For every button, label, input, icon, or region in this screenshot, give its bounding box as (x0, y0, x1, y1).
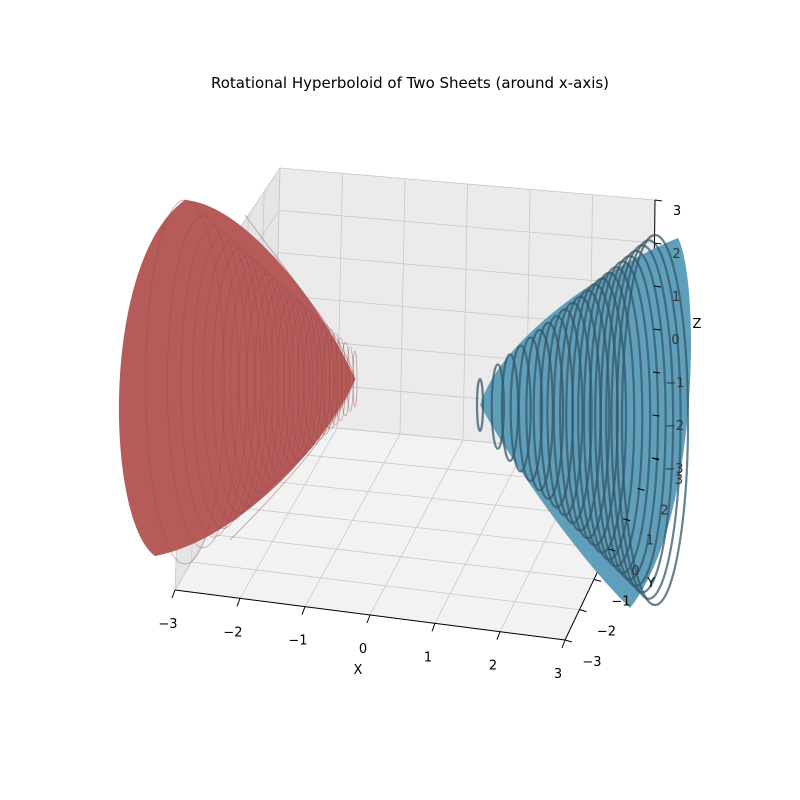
mesh-ring (517, 336, 544, 483)
y-tick-label: 2 (660, 503, 668, 518)
mesh-ring (532, 321, 565, 501)
mesh-ring (316, 324, 335, 435)
z-tick-label: 2 (672, 247, 680, 262)
y-tick-mark (593, 578, 602, 582)
mesh-ring (303, 314, 326, 445)
mesh-ring (620, 233, 690, 607)
x-tick-label: −3 (158, 617, 177, 632)
y-tick-labels: −3 −2 −101 23 (564, 457, 683, 670)
y-tick-mark (579, 609, 587, 613)
mesh-ring (212, 248, 268, 514)
z-tick-label: 0 (671, 333, 679, 348)
x-tick-mark (496, 631, 501, 640)
mesh-ring (334, 337, 346, 421)
mesh-ring (246, 273, 290, 488)
z-tick-mark (654, 242, 662, 245)
mesh-ring (615, 239, 682, 600)
x-tick-mark (301, 606, 306, 615)
y-tick-label: −3 (582, 655, 601, 670)
x-tick-mark (561, 639, 566, 649)
y-tick-mark (608, 548, 616, 552)
mesh-ring (297, 310, 322, 450)
z-tick-mark (652, 414, 660, 417)
grid-line (279, 167, 656, 201)
mesh-ring (221, 255, 274, 507)
z-tick-labels: −3 −2 −1 0 1 2 3 (651, 199, 685, 477)
mesh-ring (322, 328, 339, 431)
x-tick-label: −2 (223, 625, 242, 640)
x-tick-mark (431, 623, 436, 632)
mesh-ring (352, 350, 358, 408)
mesh-ring (475, 377, 485, 433)
y-tick-label: 0 (631, 564, 639, 579)
y-tick-label: −1 (611, 594, 630, 609)
z-tick-mark (654, 199, 663, 202)
mesh-ring (262, 284, 300, 476)
x-tick-label: −1 (288, 634, 307, 649)
y-tick-mark (637, 487, 645, 491)
z-tick-mark (653, 285, 662, 288)
y-tick-label: 3 (675, 473, 683, 488)
x-tick-label: 1 (424, 650, 432, 665)
grid-line (278, 209, 655, 244)
mesh-ring (310, 319, 331, 440)
x-tick-mark (236, 598, 241, 607)
mesh-ring (167, 215, 239, 548)
mesh-ring (202, 241, 262, 521)
x-tick-labels: −3 −2 −1 0 1 2 3 (158, 589, 566, 682)
y-tick-label: 1 (646, 534, 654, 549)
y-tick-mark (622, 518, 631, 522)
y-axis-label: Y (646, 576, 655, 591)
z-tick-label: 3 (673, 204, 681, 219)
mesh-ring (230, 261, 280, 500)
chart-title: Rotational Hyperboloid of Two Sheets (ar… (211, 74, 609, 92)
mesh-ring (490, 363, 505, 450)
x-axis-label: X (354, 663, 363, 678)
x-tick-label: 0 (359, 642, 367, 657)
z-tick-label: −2 (665, 419, 684, 434)
z-tick-label: 1 (672, 290, 680, 305)
surfaces (118, 199, 691, 608)
y-tick-label: −2 (597, 625, 616, 640)
z-tick-mark (651, 457, 660, 460)
z-tick-label: −1 (665, 376, 684, 391)
surface-sheet-positive-x (475, 233, 691, 608)
mesh-ring (340, 342, 350, 417)
mesh-ring (192, 233, 255, 529)
mesh-ring (509, 344, 532, 473)
mesh-ring (328, 333, 343, 426)
mesh-ring (238, 267, 285, 494)
x-tick-label: 3 (554, 667, 562, 682)
y-tick-mark (564, 639, 573, 643)
z-axis-label: Z (693, 317, 702, 332)
mesh-ring (145, 199, 225, 565)
mesh-ring (276, 295, 309, 466)
z-tick-mark (652, 371, 661, 374)
sheet-silhouette (118, 200, 355, 556)
surface-sheet-negative-x (118, 199, 358, 565)
mesh-line (229, 214, 356, 541)
mesh-ring (254, 279, 295, 482)
x-tick-mark (171, 589, 176, 599)
mesh-ring (283, 300, 314, 460)
x-tick-mark (366, 614, 371, 624)
z-tick-mark (653, 328, 661, 331)
z-tick-label: −3 (664, 462, 683, 477)
x-tick-label: 2 (489, 659, 497, 674)
